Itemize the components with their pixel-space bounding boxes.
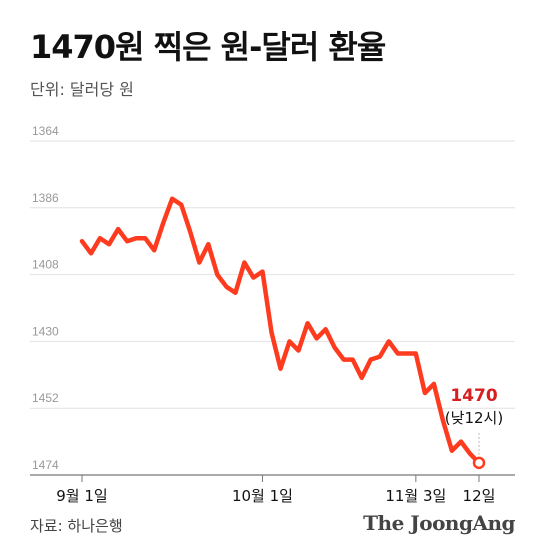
y-axis-ticks: 1364 1386 1408 1430 1452 1474 — [32, 124, 59, 472]
grid-lines — [30, 140, 515, 476]
source-note: 자료: 하나은행 — [30, 517, 123, 535]
unit-label: 단위: 달러당 원 — [30, 80, 134, 99]
y-tick-label: 1408 — [32, 258, 59, 272]
chart-title: 1470원 찍은 원-달러 환율 — [30, 28, 386, 66]
y-tick-label: 1474 — [32, 458, 59, 472]
series-line — [79, 196, 482, 466]
x-tick-label: 10월 1일 — [232, 487, 293, 505]
brand-logo: The JoongAng — [363, 511, 515, 535]
y-tick-label: 1430 — [32, 324, 59, 338]
x-tick-label: 9월 1일 — [56, 487, 107, 505]
x-tick-label: 12일 — [463, 487, 496, 505]
y-tick-label: 1364 — [32, 124, 59, 138]
y-tick-label: 1386 — [32, 191, 59, 205]
y-tick-label: 1452 — [32, 391, 59, 405]
annotation-value: 1470 — [450, 386, 497, 406]
end-point-marker — [472, 456, 486, 470]
x-tick-label: 11월 3일 — [385, 487, 446, 505]
x-axis: 9월 1일 10월 1일 11월 3일 12일 — [56, 475, 495, 505]
annotation-note: (낮12시) — [445, 409, 503, 427]
